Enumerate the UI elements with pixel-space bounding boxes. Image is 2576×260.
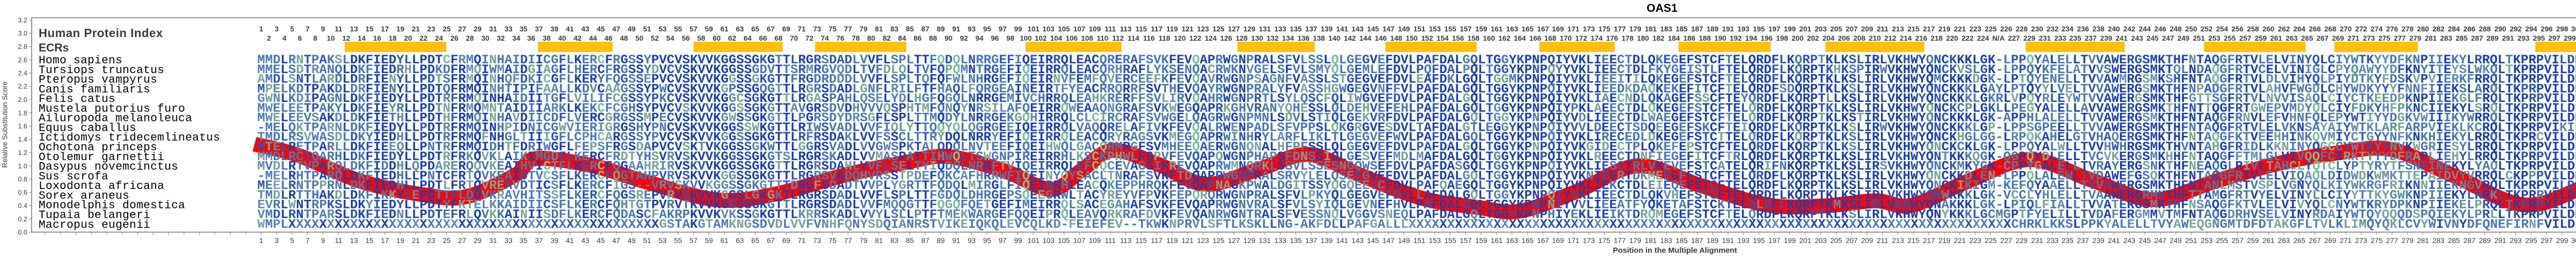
- svg-text:0.4: 0.4: [18, 202, 27, 210]
- svg-text:2.8: 2.8: [18, 43, 27, 50]
- svg-text:2.0: 2.0: [18, 96, 27, 103]
- svg-text:0.6: 0.6: [18, 188, 27, 196]
- svg-text:2.6: 2.6: [18, 56, 27, 64]
- svg-text:OAS1: OAS1: [1647, 2, 1677, 14]
- svg-text:3.2: 3.2: [18, 16, 27, 24]
- svg-text:0.2: 0.2: [18, 215, 27, 223]
- svg-text:Position in the Multiple Align: Position in the Multiple Alignment: [1613, 246, 1737, 255]
- svg-text:Relative Substitution Score: Relative Substitution Score: [1, 81, 9, 168]
- svg-text:Human Protein Index: Human Protein Index: [39, 26, 163, 40]
- svg-text:2.2: 2.2: [18, 82, 27, 90]
- svg-text:Macropus eugenii: Macropus eugenii: [39, 218, 150, 231]
- svg-text:3.0: 3.0: [18, 29, 27, 37]
- svg-text:2.4: 2.4: [18, 70, 27, 77]
- svg-text:0.0: 0.0: [18, 229, 27, 236]
- svg-text:0.8: 0.8: [18, 176, 27, 183]
- svg-text:WMPLXXXXXXXXXXXXXXXXXXXXXXXXXX: WMPLXXXXXXXXXXXXXXXXXXXXXXXXXXXXXXXXXXXX…: [258, 217, 2576, 232]
- svg-text:1.2: 1.2: [18, 149, 27, 157]
- svg-text:1.0: 1.0: [18, 162, 27, 170]
- svg-text:1.6: 1.6: [18, 123, 27, 130]
- svg-text:1.8: 1.8: [18, 109, 27, 117]
- svg-text:1.4: 1.4: [18, 135, 27, 143]
- svg-text:ECRs: ECRs: [39, 41, 69, 54]
